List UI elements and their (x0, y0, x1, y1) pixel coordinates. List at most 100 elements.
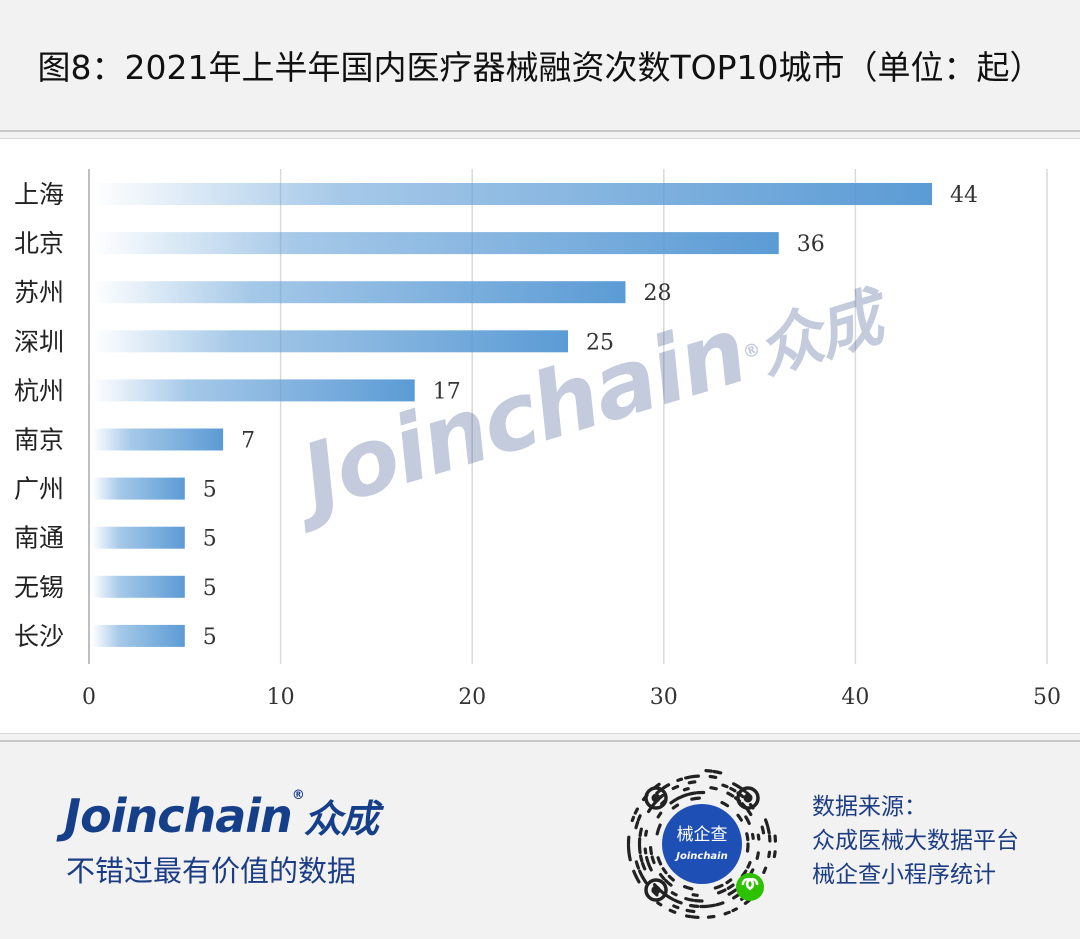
qr-dot (772, 850, 777, 859)
x-tick-label: 10 (267, 685, 295, 710)
qr-finder-eye (743, 793, 753, 803)
qr-dot (736, 813, 743, 822)
category-label: 苏州 (14, 278, 64, 307)
qr-pattern (626, 769, 777, 919)
qr-dot (723, 910, 731, 916)
category-label: 南通 (14, 524, 64, 553)
wechat-mini-program-icon (736, 873, 764, 901)
x-tick-label: 20 (458, 685, 486, 710)
qr-dot (639, 854, 644, 863)
qr-dot (661, 867, 668, 875)
qr-dot (656, 856, 663, 866)
qr-dot (640, 875, 648, 885)
qr-dot (686, 791, 697, 797)
qr-center-badge (662, 804, 742, 884)
labels: 0 10 20 30 40 50 上海 44 北京 36 苏州 28 深圳 25 杭州 17 南京 7 广州 5 南通 5… (14, 180, 1061, 710)
qr-dot (634, 860, 640, 870)
category-label: 广州 (14, 475, 64, 504)
qr-dot (687, 780, 697, 785)
qr-finder-eye (644, 878, 668, 902)
qr-dot (665, 894, 675, 902)
qr-dot (766, 826, 771, 835)
qr-dot (745, 832, 750, 842)
data-label: 44 (950, 183, 978, 208)
category-label: 北京 (14, 229, 64, 258)
qr-dot (725, 878, 733, 885)
source-line: 械企查小程序统计 (812, 862, 996, 888)
category-label: 无锡 (14, 573, 64, 602)
qr-dot (705, 903, 717, 908)
qr-dot (638, 827, 643, 838)
data-label: 36 (797, 232, 825, 257)
data-label: 7 (241, 429, 255, 454)
qr-dot (706, 914, 716, 919)
qr-dot (672, 904, 680, 910)
bar-南通 (92, 526, 185, 549)
qr-dot (627, 851, 632, 862)
category-label: 长沙 (14, 622, 64, 651)
bar-南京 (92, 428, 224, 451)
qr-dot (670, 891, 678, 897)
qr-dot (669, 797, 680, 805)
qr-dot (744, 815, 751, 825)
qr-dot (636, 814, 642, 822)
qr-dot (731, 907, 738, 913)
qr-dot (656, 901, 663, 907)
qr-dot (720, 801, 730, 808)
qr-dot (644, 829, 648, 837)
data-label: 25 (586, 330, 614, 355)
x-tick-label: 30 (650, 685, 678, 710)
qr-dot (726, 791, 735, 798)
bar-chart: 0 10 20 30 40 50 上海 44 北京 36 苏州 28 深圳 25 杭州 17 南京 7 广州 5 南通 5… (14, 169, 1061, 710)
bar-无锡 (92, 575, 185, 598)
qr-dot (751, 832, 755, 840)
qr-dot (685, 908, 696, 914)
qr-dot (638, 869, 644, 878)
qr-dot (650, 855, 656, 865)
qr-dot (729, 786, 737, 793)
qr-dot (671, 803, 680, 810)
qr-dot (690, 796, 701, 801)
qr-dot (667, 874, 675, 882)
qr-dot (668, 908, 677, 914)
bar-上海 (92, 183, 933, 205)
data-label: 5 (203, 576, 217, 601)
qr-dot (745, 842, 750, 853)
qr-dot (643, 847, 648, 855)
qr-dot (649, 846, 653, 856)
qr-dot (717, 888, 727, 895)
bar-长沙 (92, 624, 185, 647)
brand-logo: Joinchain®众成 (64, 788, 379, 843)
qr-center-latin: Joinchain (674, 851, 727, 862)
chart-panel: 0 10 20 30 40 50 上海 44 北京 36 苏州 28 深圳 25 杭州 17 南京 7 广州 5 南通 5… (0, 138, 1080, 734)
qr-dot (661, 783, 671, 790)
qr-dot (712, 769, 723, 775)
bar-广州 (92, 477, 185, 500)
qr-dot (708, 774, 718, 779)
qr-finder-eye (651, 885, 661, 895)
brand-mark: ® (291, 788, 305, 803)
qr-dot (721, 783, 729, 789)
qr-dot (709, 786, 718, 791)
category-label: 杭州 (14, 376, 64, 405)
qr-dot (682, 787, 690, 792)
qr-dot (764, 818, 770, 828)
qr-dot (746, 808, 753, 817)
qr-dot (673, 898, 683, 905)
qr-dot (713, 883, 724, 890)
qr-dot (689, 903, 700, 908)
qr-dot (767, 850, 772, 859)
qr-dot (683, 885, 694, 891)
qr-dot (632, 869, 637, 877)
footer-divider (0, 740, 1080, 742)
source-line: 数据来源： (812, 794, 927, 820)
qr-dot (684, 775, 695, 780)
category-label: 南京 (14, 426, 64, 455)
source-line: 众成医械大数据平台 (812, 828, 1019, 854)
qr-dot (664, 879, 673, 887)
qr-dot (677, 793, 689, 800)
mini-program-qr-code[interactable]: 械企查 Joinchain (622, 764, 782, 924)
qr-dot (655, 823, 662, 836)
data-label: 5 (203, 527, 217, 552)
data-source-note: 数据来源： 众成医械大数据平台 械企查小程序统计 (812, 790, 1019, 892)
